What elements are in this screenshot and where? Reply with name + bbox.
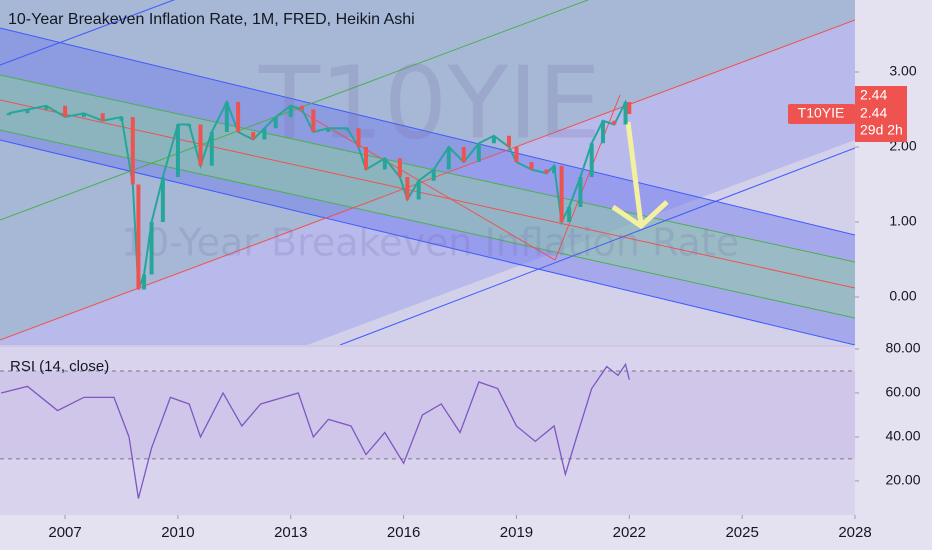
candle [160, 177, 165, 222]
candle [612, 120, 617, 125]
y-tick-label: 1.00 [889, 213, 916, 229]
price-axis [855, 0, 932, 550]
candle [300, 105, 305, 110]
candle [382, 158, 387, 170]
y-tick-label: 3.00 [889, 63, 916, 79]
candle [567, 207, 572, 222]
candle [431, 169, 436, 181]
candle [273, 117, 278, 129]
candle [559, 165, 564, 222]
y-tick-label: 40.00 [885, 428, 920, 444]
x-tick-label: 2025 [725, 524, 758, 541]
candle [262, 128, 267, 140]
channel-line [0, 27, 855, 236]
candle [578, 177, 583, 207]
candle [100, 113, 105, 121]
candle [506, 135, 511, 147]
candle [236, 102, 241, 132]
candle [119, 117, 124, 121]
y-tick-label: 0.00 [889, 288, 916, 304]
candle [623, 102, 628, 125]
channel-mid [0, 99, 855, 289]
candle [224, 102, 229, 132]
channel-line [0, 139, 855, 345]
channel-line [0, 129, 855, 319]
last-label: 2.44 [860, 105, 887, 121]
candle [25, 109, 30, 114]
candle [589, 143, 594, 177]
candle [552, 165, 557, 174]
candle [326, 128, 331, 132]
y-tick-label: 20.00 [885, 472, 920, 488]
candle [397, 158, 402, 177]
x-tick-label: 2016 [387, 524, 420, 541]
rsi-band [0, 370, 855, 459]
candle [311, 109, 316, 132]
channel-blue [0, 0, 855, 345]
channel-green [0, 0, 855, 340]
x-tick-label: 2022 [613, 524, 646, 541]
time-axis [0, 515, 855, 550]
rsi-pane [0, 347, 855, 515]
candle [600, 120, 605, 144]
chart-title: 10-Year Breakeven Inflation Rate, 1M, FR… [8, 11, 415, 28]
last-badge [788, 104, 855, 124]
candle [142, 274, 147, 290]
arrow-head [611, 200, 669, 230]
candle [288, 105, 293, 117]
candle [476, 143, 481, 162]
candle [6, 113, 11, 116]
pitchfork-handle [289, 94, 621, 261]
candle [405, 177, 410, 200]
candle [416, 180, 421, 200]
candle [544, 169, 549, 174]
candle [461, 147, 466, 162]
desc-channel-blue [0, 28, 855, 345]
y-tick-label: 80.00 [885, 340, 920, 356]
candle [175, 124, 180, 177]
watermark-subtitle: 10-Year Breakeven Inflation Rate [121, 221, 739, 265]
candle [251, 132, 256, 140]
candle [356, 128, 361, 147]
price-badge [855, 104, 907, 142]
series-line [0, 362, 630, 499]
candle [136, 184, 141, 290]
candle [209, 132, 214, 166]
pitchfork-line [0, 0, 176, 66]
candle [491, 135, 496, 144]
y-tick-label: 60.00 [885, 384, 920, 400]
arrow [625, 121, 644, 225]
candle [130, 117, 135, 185]
pitchfork-line [339, 147, 855, 345]
candle [514, 147, 519, 162]
x-tick-label: 2019 [500, 524, 533, 541]
candle [63, 105, 68, 117]
candle [446, 147, 451, 170]
x-tick-label: 2028 [838, 524, 871, 541]
candle [44, 105, 49, 110]
candle [81, 113, 86, 117]
candle [627, 102, 632, 114]
drawings [0, 0, 855, 345]
x-tick-label: 2007 [48, 524, 81, 541]
candle [363, 147, 368, 170]
rsi-title: RSI (14, close) [10, 358, 109, 375]
candle [345, 128, 350, 131]
candle [529, 162, 534, 170]
x-tick-label: 2010 [161, 524, 194, 541]
channel-line [0, 74, 855, 263]
x-tick-label: 2013 [274, 524, 307, 541]
high-badge [855, 86, 907, 105]
pitchfork-line [0, 0, 590, 221]
symbol-label: T10YIE [798, 105, 845, 121]
candle [198, 124, 203, 166]
candle [149, 222, 154, 275]
high-label: 2.44 [860, 87, 887, 103]
countdown-label: 29d 2h [860, 122, 903, 138]
watermark: T10YIE [258, 44, 601, 161]
candle [187, 124, 192, 127]
